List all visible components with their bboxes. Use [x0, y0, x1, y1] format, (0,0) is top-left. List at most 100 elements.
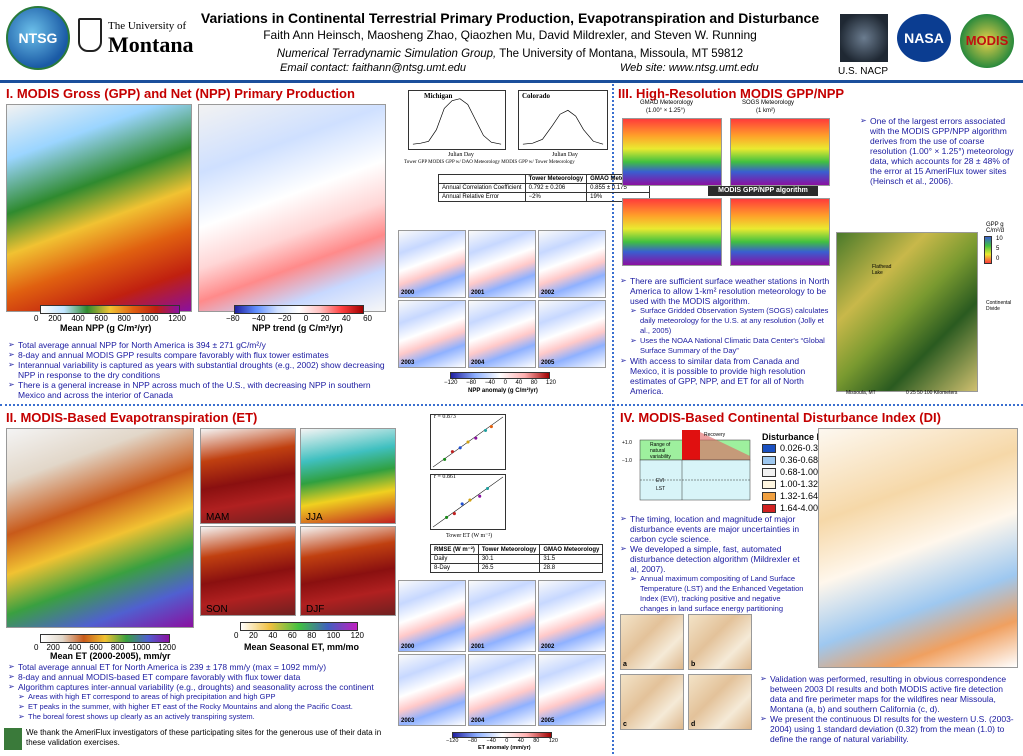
scale-bar-label: 0 25 50 100 Kilometers: [906, 390, 958, 396]
section2-title: II. MODIS-Based Evapotranspiration (ET): [6, 410, 258, 425]
trend-colorbar-tick: 20: [320, 314, 330, 323]
section4-bullet: We present the continuous DI results for…: [760, 714, 1018, 744]
et-colorbar-title: Mean ET (2000-2005), mm/yr: [50, 651, 171, 661]
section1-title: I. MODIS Gross (GPP) and Net (NPP) Prima…: [6, 86, 355, 101]
gpp-stats-table: Tower Meteorology GMAO Meteorology Annual…: [438, 174, 651, 202]
npp-anomaly-tick: 80: [530, 380, 538, 386]
scatter-point: [450, 450, 454, 454]
montana-crest-icon: [78, 18, 102, 52]
di-legend-label: 0.026-0.36: [780, 443, 824, 453]
section2-bullet: 8-day and annual MODIS-based ET compare …: [8, 672, 400, 682]
section4-title: IV. MODIS-Based Continental Disturbance …: [620, 410, 941, 425]
scatter-point: [460, 502, 464, 506]
npp-anomaly-tick: −120: [444, 380, 458, 386]
section3-sub-bullet: Uses the NOAA National Climatic Data Cen…: [620, 336, 830, 356]
section4-bottom-bullets: Validation was performed, resulting in o…: [760, 674, 1018, 744]
ntsg-logo: NTSG: [6, 6, 70, 70]
scatter-point: [443, 457, 447, 461]
michigan-gpp-plot: [412, 98, 502, 145]
nasa-logo: NASA: [897, 14, 951, 62]
et-anomaly-tick: −120: [446, 738, 459, 744]
et-scatter-daily: [430, 414, 506, 470]
npp-anomaly-map: 2002: [538, 230, 606, 298]
trend-colorbar-ticks: −80 −40 −20 0 20 40 60: [226, 314, 372, 323]
recovery-label: Recovery: [704, 432, 726, 438]
di-concept-diagram: Range of natural variability Recovery +1…: [620, 428, 756, 508]
gpp-colorbar-tick: 5: [996, 246, 1000, 252]
npp-colorbar-tick: 200: [48, 314, 62, 323]
trend-colorbar-tick: −20: [277, 314, 292, 323]
et-map-djf: [300, 526, 396, 616]
et-colorbar-tick: 0: [34, 643, 39, 652]
missoula-label: Missoula, MT: [846, 390, 876, 396]
gmao-label: GMAO Meteorology: [640, 100, 694, 106]
et-colorbar: [40, 634, 170, 643]
npp-colorbar-tick: 1000: [140, 314, 159, 323]
table-cell: 30.1: [477, 554, 541, 564]
research-group: Numerical Terradynamic Simulation Group,…: [200, 48, 820, 60]
npp-trend-map: [198, 104, 386, 312]
trend-colorbar-tick: −80: [226, 314, 240, 323]
table-header: [438, 174, 526, 184]
fire-validation-map: d: [688, 674, 752, 730]
et-scatter-r2: r = 0.861: [434, 474, 456, 480]
npp-colorbar-tick: 0: [34, 314, 39, 323]
michigan-gpp-chart: [408, 90, 506, 150]
section2-sub-bullet: ET peaks in the summer, with higher ET e…: [8, 702, 400, 712]
et-anomaly-title: ET anomaly (mm/yr): [478, 745, 531, 751]
season-label-djf: DJF: [306, 604, 325, 615]
et-colorbar-tick: 800: [110, 643, 125, 652]
site-legend: [512, 414, 602, 524]
gmao-gpp-map: [622, 198, 722, 266]
trend-colorbar-tick: 0: [303, 314, 309, 323]
nacp-logo: [840, 14, 888, 62]
et-colorbar-tick: 1000: [132, 643, 151, 652]
mean-et-map: [6, 428, 194, 628]
et-rmse-table: RMSE (W m⁻²) Tower Meteorology GMAO Meteor…: [430, 544, 604, 573]
mean-npp-map: [6, 104, 192, 312]
di-legend-item: 1.00-1.32: [762, 478, 840, 490]
di-legend-label: 0.36-0.68: [780, 455, 819, 465]
di-legend-swatch: [762, 443, 776, 453]
section1-bullet: 8-day and annual MODIS GPP results compa…: [8, 350, 392, 360]
di-legend-swatch: [762, 467, 776, 477]
table-cell: Annual Correlation Coefficient: [438, 183, 526, 193]
di-legend-title: Disturbance Index: [762, 432, 841, 442]
um-logo-line1: The University of: [108, 20, 187, 32]
section4-sub-bullet: Annual maximum compositing of Land Surfa…: [620, 574, 810, 614]
gpp-unit-label: GPP g C/m²/d: [986, 222, 1004, 234]
group-name: Numerical Terradynamic Simulation Group,: [276, 48, 497, 60]
et-map-jja: [300, 428, 396, 524]
section3-lower-bullets: There are sufficient surface weather sta…: [620, 276, 830, 396]
section1-bullets: Total average annual NPP for North Ameri…: [8, 340, 392, 400]
npp-colorbar-tick: 1200: [168, 314, 186, 323]
npp-anomaly-year: 2005: [541, 360, 555, 366]
et-anomaly-year: 2004: [471, 718, 485, 724]
season-colorbar-tick: 0: [234, 631, 239, 640]
michigan-gpp-line: [412, 98, 502, 145]
gpp-chart-legend: Tower GPP MODIS GPP w/ DAO Meteorology M…: [404, 160, 575, 165]
npp-anomaly-title: NPP anomaly (g C/m²/yr): [468, 388, 538, 394]
colorado-xlabel: Julian Day: [552, 152, 578, 158]
npp-anomaly-map: 2004: [468, 300, 536, 368]
npp-colorbar-tick: 400: [71, 314, 85, 323]
section1-bullet: Total average annual NPP for North Ameri…: [8, 340, 392, 350]
scatter-point: [466, 440, 470, 444]
university-of-montana-logo: The University of Montana: [78, 14, 198, 60]
et-scatter-daily-plot: [432, 416, 504, 468]
di-legend-label: 1.64-4.00: [780, 503, 819, 513]
section3-bullet: One of the largest errors associated wit…: [860, 116, 1020, 186]
section4-bullet: The timing, location and magnitude of ma…: [620, 514, 810, 544]
section4-bullet: We developed a simple, fast, automated d…: [620, 544, 810, 574]
npp-colorbar-ticks: 0 200 400 600 800 1000 1200: [34, 314, 186, 323]
et-scatter-r1: r = 0.873: [434, 414, 456, 420]
npp-anomaly-year: 2000: [401, 290, 415, 296]
fire-map-label: a: [623, 661, 627, 668]
et-map-mam: [200, 428, 296, 524]
table-cell: 31.5: [539, 554, 604, 564]
gpp-colorbar: [984, 236, 992, 264]
table-cell: −2%: [524, 192, 588, 202]
npp-colorbar: [40, 305, 180, 314]
et-colorbar-tick: 200: [46, 643, 60, 652]
table-header: Tower Meteorology: [524, 174, 588, 184]
